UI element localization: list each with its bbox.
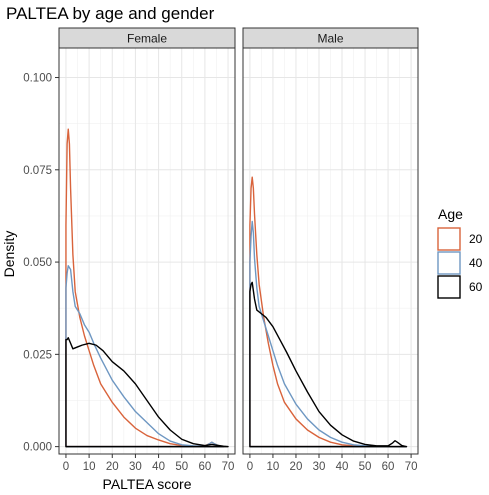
legend-title: Age [438,206,463,222]
x-tick-label: 20 [106,461,119,473]
legend-label-age-60: 60 [469,280,483,294]
legend: Age 20 40 60 [437,206,483,299]
facet-strip-label: Female [127,32,167,46]
x-tick-label: 60 [198,461,211,473]
legend-key-age-20 [437,227,461,251]
facet-panels: 0.000 0.025 0.050 0.075 0.100 Female 0 10 20 30 40… [23,27,419,473]
y-tick-label: 0.025 [23,349,52,361]
x-axis-title: PALTEA score [103,476,192,492]
chart-title: PALTEA by age and gender [6,4,215,23]
y-tick-label: 0.100 [23,73,52,85]
x-tick-label: 70 [405,461,418,473]
panel-border [242,47,419,455]
legend-items: 20 40 60 [437,227,483,299]
panel-border [58,47,236,455]
x-tick-label: 0 [63,461,69,473]
density-curve-age-40 [65,265,225,448]
x-tick-label: 40 [152,461,165,473]
x-tick-label: 60 [382,461,395,473]
x-tick-label: 70 [222,461,235,473]
legend-label-age-40: 40 [469,256,483,270]
x-tick-label: 10 [267,461,280,473]
y-tick-label: 0.000 [23,442,52,454]
y-tick-label: 0.050 [23,257,52,269]
facet-panel-female: Female 0 10 20 30 40 50 60 70 [58,27,236,473]
x-tick-label: 20 [290,461,303,473]
x-tick-label: 0 [247,461,253,473]
x-tick-label: 10 [83,461,96,473]
legend-key-age-60 [437,275,461,299]
facet-panel-male: Male 0 10 20 30 40 50 60 70 [242,27,419,473]
density-curve-age-60 [65,337,229,448]
facet-strip-label: Male [317,32,343,46]
x-tick-label: 30 [129,461,142,473]
legend-label-age-20: 20 [469,232,483,246]
legend-key-age-40 [437,251,461,275]
x-tick-label: 30 [313,461,326,473]
density-curve-age-60 [249,281,408,448]
x-tick-label: 50 [359,461,372,473]
y-axis-title: Density [1,231,17,278]
x-tick-label: 50 [175,461,188,473]
x-tick-label: 40 [336,461,349,473]
y-tick-label: 0.075 [23,165,52,177]
